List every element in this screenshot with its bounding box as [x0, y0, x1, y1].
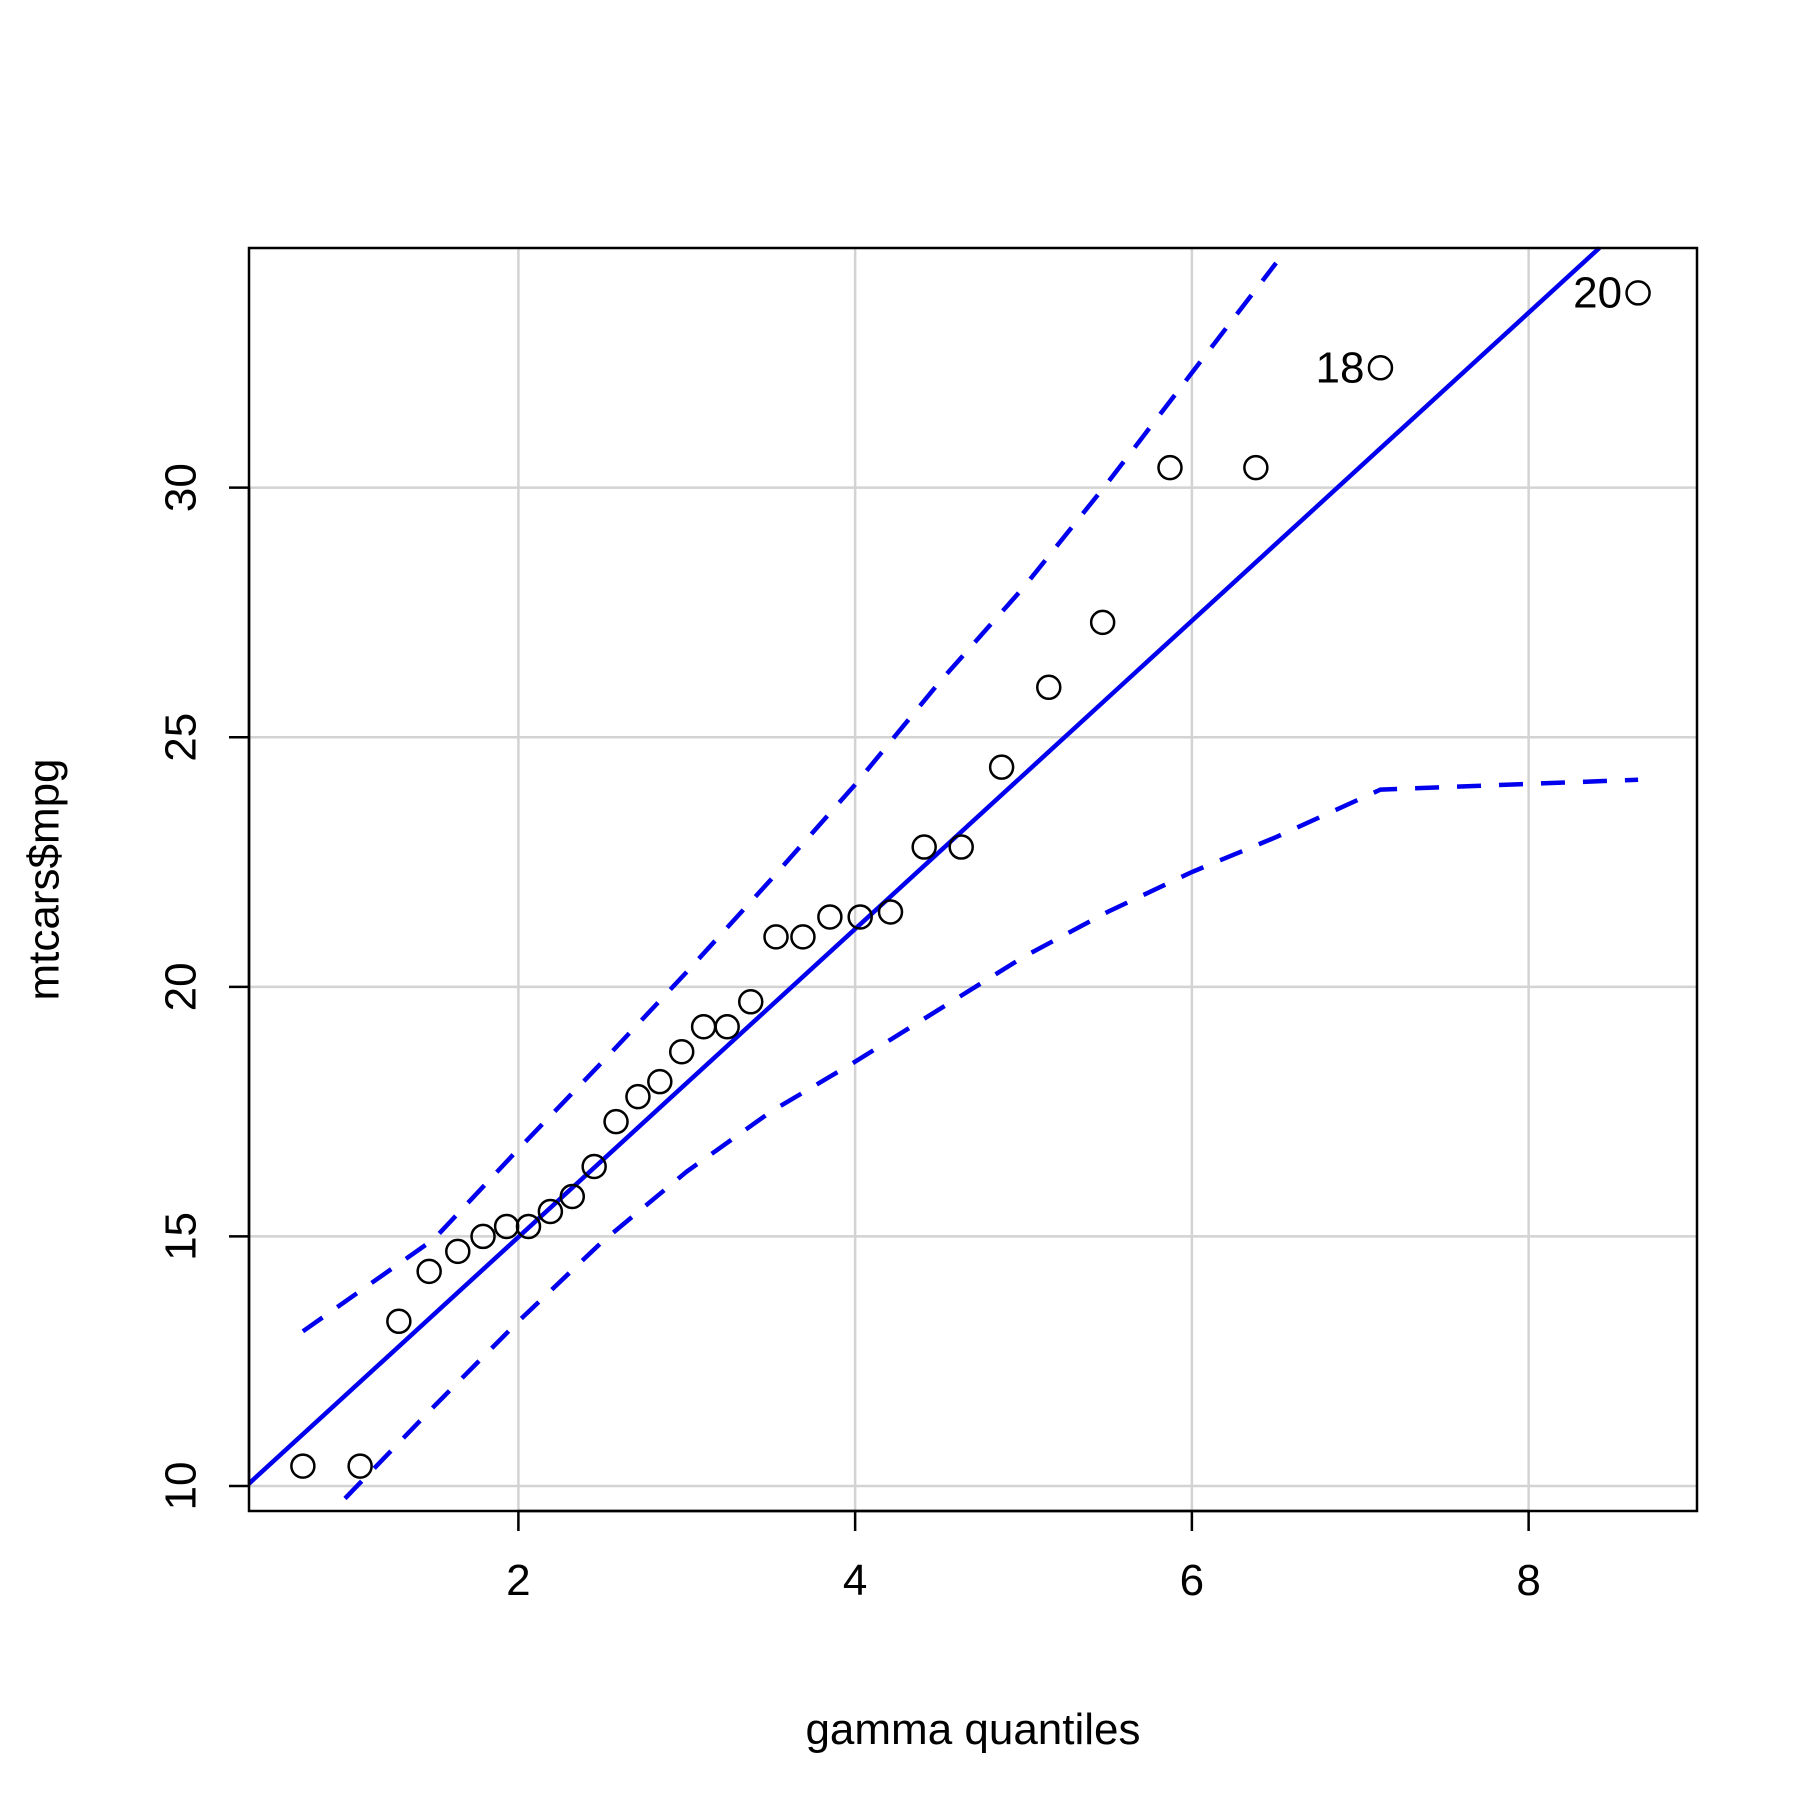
data-point: [1157, 454, 1183, 481]
data-point: [493, 1213, 520, 1240]
data-point: [690, 1014, 717, 1040]
data-point: [817, 904, 843, 930]
upper-envelope-line: [301, 261, 1278, 1334]
data-point: [988, 754, 1015, 780]
y-tick-label: 15: [157, 1212, 206, 1261]
data-point: [1089, 609, 1116, 636]
data-point: [290, 1453, 316, 1479]
point-label: 18: [1316, 343, 1365, 392]
data-point: [948, 834, 974, 860]
data-point: [911, 834, 937, 860]
data-point: [763, 924, 789, 950]
data-point: [470, 1223, 496, 1250]
envelope-layer: [301, 261, 1639, 1501]
data-point: [1625, 280, 1651, 306]
plot-frame: [247, 246, 1699, 1513]
data-point: [537, 1198, 564, 1225]
data-point: [737, 989, 764, 1015]
data-point: [625, 1083, 651, 1110]
x-tick-label: 8: [1516, 1556, 1540, 1605]
data-point: [668, 1038, 695, 1065]
x-axis-label: gamma quantiles: [805, 1705, 1140, 1754]
data-point: [647, 1068, 673, 1095]
data-point: [445, 1238, 471, 1265]
data-point: [877, 899, 904, 925]
y-tick-label: 20: [157, 962, 206, 1011]
y-tick-label: 30: [157, 463, 206, 512]
data-point: [559, 1183, 586, 1210]
data-point: [847, 904, 873, 930]
data-point: [1367, 355, 1394, 381]
data-point: [714, 1014, 740, 1040]
reference-line: [247, 246, 1601, 1486]
data-point: [581, 1153, 607, 1180]
data-point: [1036, 674, 1062, 701]
point-label: 20: [1573, 268, 1622, 317]
data-point: [416, 1258, 442, 1285]
data-point: [790, 924, 816, 950]
x-tick-label: 2: [506, 1556, 530, 1605]
x-tick-label: 4: [843, 1556, 867, 1605]
reference-line-layer: [247, 246, 1601, 1486]
data-point: [603, 1108, 629, 1135]
x-tick-label: 6: [1180, 1556, 1204, 1605]
data-point: [347, 1453, 373, 1479]
grid-lines: [249, 248, 1697, 1511]
y-axis-label: mtcars$mpg: [20, 758, 69, 1000]
data-point: [1243, 454, 1269, 481]
data-point: [515, 1213, 542, 1240]
y-tick-label: 25: [157, 713, 206, 762]
data-point: [386, 1308, 412, 1335]
points-layer: [290, 280, 1651, 1479]
y-axis: 10 15 20 25 30: [157, 463, 251, 1511]
y-tick-label: 10: [157, 1462, 206, 1511]
lower-envelope-line: [343, 777, 1639, 1501]
x-axis: 2 4 6 8: [506, 1509, 1541, 1605]
